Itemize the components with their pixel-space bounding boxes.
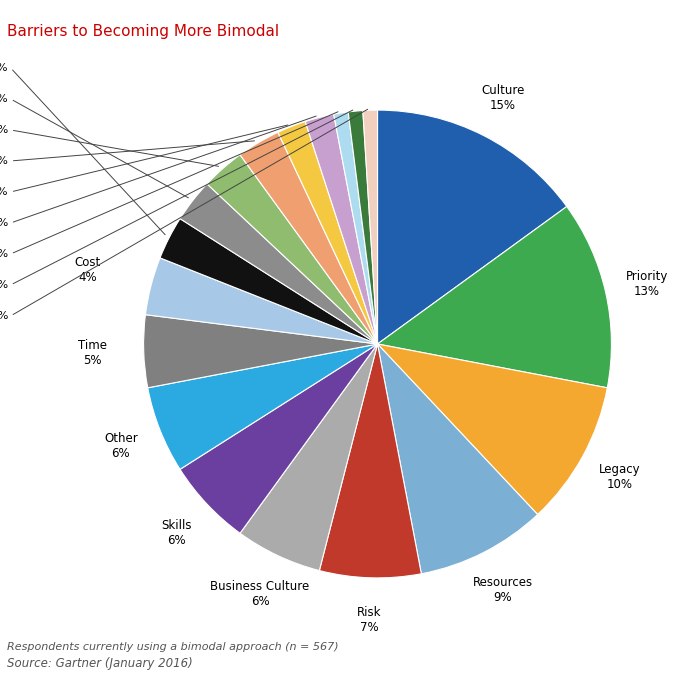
Text: Understanding, 1%: Understanding, 1% <box>0 280 8 290</box>
Text: Time
5%: Time 5% <box>78 339 107 367</box>
Text: Business Culture
6%: Business Culture 6% <box>211 580 309 608</box>
Text: Done, 3%: Done, 3% <box>0 156 8 166</box>
Text: Other
6%: Other 6% <box>104 431 138 460</box>
Wedge shape <box>278 122 377 344</box>
Wedge shape <box>348 111 377 344</box>
Text: Priority
13%: Priority 13% <box>626 270 668 298</box>
Text: Culture
15%: Culture 15% <box>481 84 524 112</box>
Text: Immature, 3%: Immature, 3% <box>0 125 8 135</box>
Wedge shape <box>144 314 377 388</box>
Wedge shape <box>377 344 538 574</box>
Wedge shape <box>334 112 377 344</box>
Text: Legacy
10%: Legacy 10% <box>598 463 640 491</box>
Text: Size, 3%: Size, 3% <box>0 94 8 104</box>
Wedge shape <box>240 344 377 570</box>
Text: Respondents currently using a bimodal approach (n = 567): Respondents currently using a bimodal ap… <box>7 642 339 652</box>
Wedge shape <box>377 206 611 388</box>
Wedge shape <box>180 344 377 533</box>
Text: Unnecessary, 3%: Unnecessary, 3% <box>0 63 8 73</box>
Wedge shape <box>305 114 377 344</box>
Wedge shape <box>146 258 377 344</box>
Text: No Barriers, 2%: No Barriers, 2% <box>0 218 8 228</box>
Wedge shape <box>377 110 567 344</box>
Wedge shape <box>240 132 377 344</box>
Wedge shape <box>319 344 421 578</box>
Text: Barriers to Becoming More Bimodal: Barriers to Becoming More Bimodal <box>7 24 279 39</box>
Wedge shape <box>180 184 377 344</box>
Text: Cost
4%: Cost 4% <box>74 255 101 283</box>
Text: Process and Org, 1%: Process and Org, 1% <box>0 249 8 259</box>
Wedge shape <box>148 344 377 469</box>
Wedge shape <box>160 219 377 344</box>
Text: Complex Organization, 1%: Complex Organization, 1% <box>0 311 8 321</box>
Wedge shape <box>363 110 377 344</box>
Text: Regulation, 2%: Regulation, 2% <box>0 187 8 197</box>
Text: Source: Gartner (January 2016): Source: Gartner (January 2016) <box>7 657 192 670</box>
Text: Skills
6%: Skills 6% <box>161 519 192 547</box>
Text: Resources
9%: Resources 9% <box>473 576 533 604</box>
Wedge shape <box>207 155 377 344</box>
Text: Risk
7%: Risk 7% <box>356 606 381 634</box>
Wedge shape <box>377 344 608 515</box>
